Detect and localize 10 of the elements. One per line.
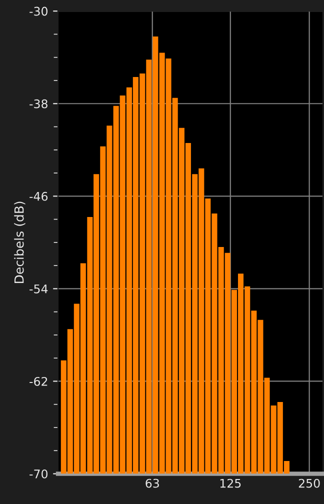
- x-tick-label: 125: [220, 478, 241, 488]
- y-tick-label: -70: [30, 469, 48, 478]
- y-axis-title: Decibels (dB): [14, 202, 26, 283]
- y-tick-label: -54: [30, 284, 48, 294]
- y-tick-label: -30: [30, 6, 48, 16]
- y-tick-label: -62: [30, 376, 48, 386]
- y-tick-label: -46: [30, 192, 48, 201]
- x-tick-label: 63: [146, 478, 159, 488]
- x-tick-label: 250: [298, 478, 320, 488]
- y-tick-label: -38: [30, 99, 48, 108]
